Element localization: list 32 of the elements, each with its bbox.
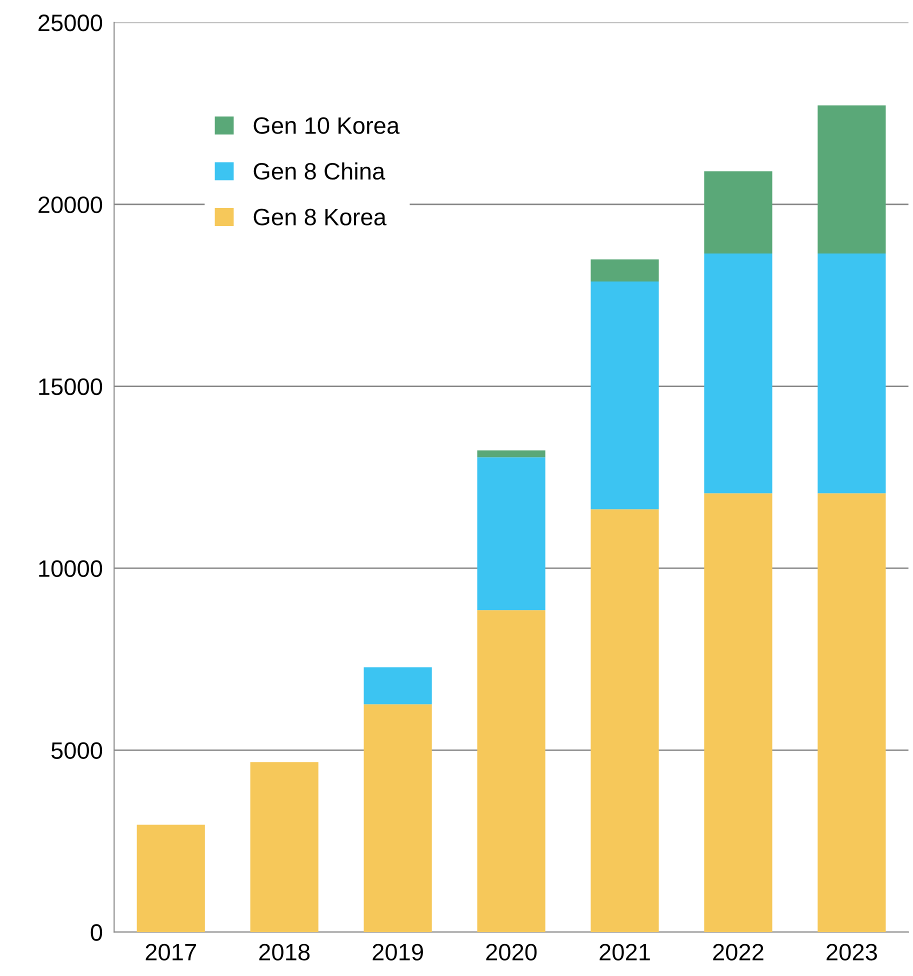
legend-label: Gen 10 Korea [254, 117, 400, 134]
bar [477, 610, 546, 932]
bar [704, 253, 772, 494]
legend-label: Gen 8 China [254, 162, 386, 180]
x-tick-label: 2018 [259, 944, 310, 961]
y-tick-label: 0 [90, 924, 102, 941]
bar [364, 667, 432, 704]
bar [590, 259, 659, 282]
bar [250, 762, 318, 932]
x-tick-label: 2019 [372, 944, 423, 961]
legend-label: Gen 8 Korea [254, 208, 386, 226]
bar [704, 493, 772, 932]
x-tick-label: 2021 [600, 944, 650, 961]
bar [136, 824, 205, 932]
x-tick-label: 2022 [713, 944, 764, 961]
bar [704, 171, 772, 254]
bar [477, 457, 546, 610]
y-tick-label: 20000 [38, 196, 102, 214]
bar [818, 105, 886, 254]
x-tick-label: 2023 [826, 944, 877, 961]
y-tick-label: 25000 [38, 14, 102, 32]
y-tick-label: 10000 [39, 560, 102, 578]
bar [364, 704, 432, 932]
bar [590, 509, 659, 932]
bar [818, 253, 886, 494]
x-tick-label: 2017 [146, 944, 196, 961]
bar [477, 450, 546, 458]
y-tick-label: 15000 [39, 378, 102, 396]
bar [590, 282, 659, 510]
y-tick-label: 5000 [51, 742, 102, 759]
x-tick-label: 2020 [486, 944, 537, 961]
bar [818, 493, 886, 932]
